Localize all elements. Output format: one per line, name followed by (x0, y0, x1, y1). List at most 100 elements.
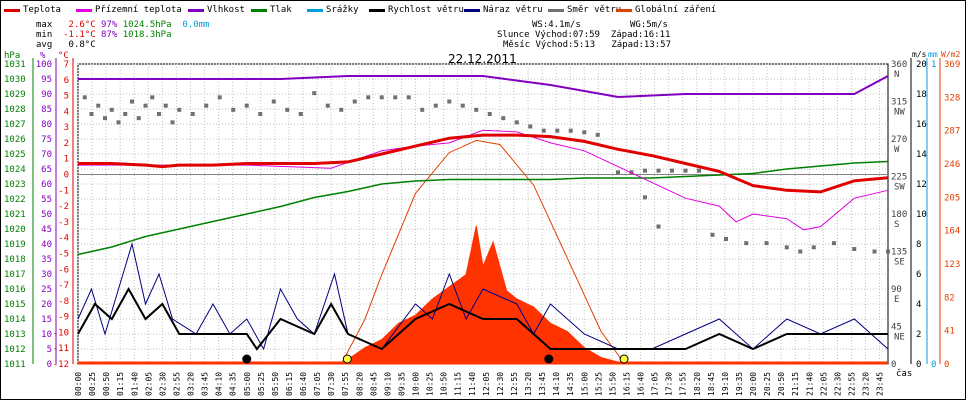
legend-swatch (369, 9, 385, 12)
legend-label: Rychlost větru (388, 5, 464, 15)
axis-dir-tick: 135 (891, 248, 907, 258)
axis-hpa-tick: 1021 (4, 210, 26, 220)
axis-time-tick: 23:20 (862, 372, 871, 396)
axis-time-tick: 00:00 (74, 372, 83, 396)
axis-time-tick: 09:35 (397, 372, 406, 396)
stat-min-row: min -1.1°C 87% 1018.3hPa (36, 30, 172, 40)
axis-wind-tick: 0 (916, 360, 921, 370)
wind-dir-point (109, 107, 114, 112)
wind-dir-point (433, 103, 438, 108)
axis-pct-tick: 60 (41, 180, 52, 190)
wind-dir-point (393, 95, 398, 100)
axis-time-tick: 07:30 (327, 372, 336, 396)
wind-dir-point (325, 103, 330, 108)
axis-time-tick: 18:20 (693, 372, 702, 396)
axis-time-tick: 02:05 (144, 372, 153, 396)
axis-time-tick: 02:30 (158, 372, 167, 396)
legend-label: Globální záření (635, 5, 717, 15)
legend-label: Směr větru (567, 5, 622, 15)
axis-degc-tick: 5 (64, 92, 69, 102)
axis-time-tick: 19:10 (721, 372, 730, 396)
wind-dir-point (832, 241, 836, 246)
axis-time-tick: 08:20 (355, 372, 364, 396)
axis-pct-tick: 45 (41, 225, 52, 235)
axis-dir-label: SW (894, 183, 905, 193)
axis-wind-tick: 2 (916, 330, 921, 340)
stat-min-label: min (36, 30, 53, 40)
axis-rad-tick: 205 (944, 193, 960, 203)
axis-rad-tick: 369 (944, 60, 960, 70)
legend-swatch (188, 9, 204, 12)
axis-wind-tick: 6 (916, 270, 921, 280)
axis-time-tick: 05:00 (243, 372, 252, 396)
wind-dir-point (656, 168, 661, 173)
axis-time-tick: 17:30 (665, 372, 674, 396)
wind-dir-point (683, 168, 688, 173)
wind-dir-point (811, 245, 816, 250)
axis-wm2-unit: W/m2 (941, 50, 960, 59)
axis-dir-tick: 180 (891, 210, 907, 220)
legend-label: Teplota (23, 5, 61, 15)
axis-time-tick: 06:40 (299, 372, 308, 396)
axis-time-tick: 15:00 (580, 372, 589, 396)
axis-wind-tick: 14 (916, 150, 927, 160)
moon-set-marker (544, 354, 554, 364)
temperature-line (78, 133, 889, 194)
wind-dir-point (136, 116, 141, 121)
axis-rad-tick: 82 (944, 293, 955, 303)
axis-pct-tick: 35 (41, 255, 52, 265)
axis-degc-tick: -11 (53, 344, 69, 354)
radiation-theoretical-line (340, 139, 626, 365)
stat-sun-row: Slunce Východ:07:59 Západ:16:11 (497, 30, 670, 40)
wind-dir-point (339, 107, 344, 112)
axis-time-tick: 13:45 (538, 372, 547, 396)
stat-moon-set: Západ:13:57 (611, 40, 671, 50)
axis-hpa-tick: 1018 (4, 255, 26, 265)
axis-mm-unit: mm (928, 50, 938, 59)
wind-dir-point (643, 168, 647, 173)
axis-pct-tick: 100 (36, 60, 52, 70)
wind-dir-point (710, 232, 715, 237)
axis-rad-tick: 246 (944, 160, 960, 170)
axis-pct-tick: 70 (41, 150, 52, 160)
wind-dir-point (656, 224, 661, 229)
legend-label: Vlhkost (207, 5, 245, 15)
axis-dir-tick: 270 (891, 135, 907, 145)
axis-degc-tick: -4 (58, 234, 69, 244)
axis-pct-tick: 30 (41, 270, 52, 280)
axis-time-tick: 11:40 (468, 372, 477, 396)
axis-time-tick: 06:15 (285, 372, 294, 396)
stat-moon-label: Měsíc (503, 40, 531, 50)
axis-pct-tick: 40 (41, 240, 52, 250)
axis-hpa-tick: 1012 (4, 345, 26, 355)
axis-degc-tick: -1 (58, 186, 69, 196)
axis-wind-tick: 12 (916, 180, 927, 190)
sun-set-marker (619, 354, 629, 364)
axis-time-tick: 00:50 (102, 372, 111, 396)
axis-hpa-tick: 1027 (4, 120, 26, 130)
stat-min-hum: 87% (101, 30, 118, 40)
axis-degc-tick: 7 (64, 60, 69, 70)
axis-time-tick: 03:20 (187, 372, 196, 396)
wind-dir-point (643, 195, 647, 200)
legend-label: Náraz větru (483, 5, 543, 15)
legend-swatch (307, 9, 323, 12)
stat-avg-temp: 0.8°C (68, 40, 96, 50)
radiation-area (78, 225, 888, 365)
axis-hpa-tick: 1028 (4, 105, 26, 115)
wind-dir-point (244, 103, 249, 108)
wind-dir-point (89, 112, 94, 116)
axis-degc-tick: 6 (64, 76, 69, 86)
axis-time-tick: 05:25 (257, 372, 266, 396)
axis-time-tick: 18:45 (707, 372, 716, 396)
axis-time-tick: 21:15 (791, 372, 800, 396)
axis-degc-tick: 0 (64, 171, 69, 181)
moon-rise-marker (242, 354, 252, 364)
wind-dir-point (724, 237, 728, 241)
axis-time-tick: 17:05 (651, 372, 660, 396)
axis-time-tick: 19:35 (735, 372, 744, 396)
stat-max-temp: 2.6°C (68, 20, 96, 30)
axis-time-tick: 22:30 (833, 372, 842, 396)
axis-dir-label: S (894, 220, 899, 230)
axis-pct-tick: 90 (41, 90, 52, 100)
